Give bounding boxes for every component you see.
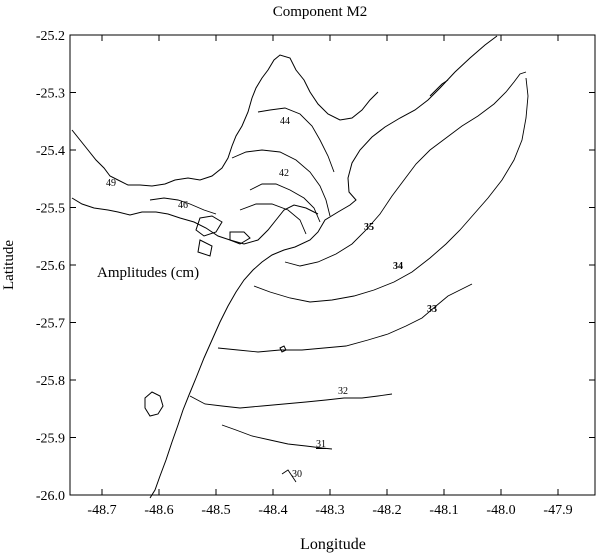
contour-32 — [189, 393, 393, 409]
x-axis-label: Longitude — [300, 536, 366, 553]
contour-label-46: 46 — [178, 200, 188, 211]
contour-label-49: 49 — [106, 178, 116, 189]
x-tick-label: -48.2 — [372, 503, 401, 518]
contour-label-33: 33 — [427, 304, 437, 315]
x-tick-label: -48.5 — [201, 503, 230, 518]
contour-label-31: 31 — [316, 439, 326, 450]
north-inlet — [429, 79, 449, 97]
island-a — [195, 215, 223, 237]
island-b — [229, 231, 251, 245]
map-title: Component M2 — [273, 4, 368, 20]
x-tick-label: -48.1 — [429, 503, 458, 518]
y-axis-ticks: -25.2 -25.3 -25.4 -25.5 -25.6 -25.7 -25.8 -25.9… — [36, 29, 595, 504]
contour-33 — [217, 283, 473, 353]
open-coastline — [149, 35, 498, 499]
contour-inner-2 — [239, 203, 307, 235]
island-c — [197, 239, 213, 257]
x-tick-label: -48.0 — [486, 503, 515, 518]
contour-42 — [231, 149, 331, 217]
y-tick-label: -25.8 — [36, 374, 65, 389]
x-axis-ticks: -48.7 -48.6 -48.5 -48.4 -48.3 -48.2 -48.1 -48.0… — [87, 35, 573, 518]
coastline — [71, 35, 498, 499]
contour-label-32: 32 — [338, 386, 348, 397]
contour-label-30: 30 — [292, 469, 302, 480]
y-tick-label: -25.4 — [36, 144, 65, 159]
contour-30 — [281, 469, 297, 483]
small-islet — [279, 345, 287, 353]
contour-labels: 44 42 46 49 35 34 33 32 31 30 — [106, 116, 437, 480]
x-tick-label: -48.6 — [144, 503, 173, 518]
y-axis-label: Latitude — [1, 240, 17, 290]
amplitudes-annotation: Amplitudes (cm) — [97, 265, 199, 281]
y-tick-label: -25.5 — [36, 202, 65, 217]
estuary-south-shore — [71, 197, 319, 245]
x-tick-label: -47.9 — [543, 503, 572, 518]
x-tick-label: -48.4 — [258, 503, 287, 518]
y-tick-label: -25.7 — [36, 317, 65, 332]
y-tick-label: -25.2 — [36, 29, 65, 44]
contour-label-35: 35 — [364, 222, 374, 233]
contour-31 — [221, 424, 333, 450]
bay-island — [144, 391, 164, 417]
x-tick-label: -48.7 — [87, 503, 116, 518]
y-tick-label: -26.0 — [36, 489, 65, 504]
contour-46 — [149, 197, 217, 215]
x-tick-label: -48.3 — [315, 503, 344, 518]
y-tick-label: -25.6 — [36, 259, 65, 274]
y-tick-label: -25.3 — [36, 87, 65, 102]
estuary-outline — [71, 54, 379, 187]
contour-label-42: 42 — [279, 168, 289, 179]
contour-inner-1 — [249, 183, 321, 223]
contour-label-34: 34 — [393, 261, 403, 272]
contour-35 — [284, 71, 527, 267]
y-tick-label: -25.9 — [36, 432, 65, 447]
contour-44 — [257, 107, 335, 173]
amplitude-contours — [149, 71, 529, 483]
contour-34 — [253, 77, 529, 303]
contour-label-44: 44 — [280, 116, 290, 127]
